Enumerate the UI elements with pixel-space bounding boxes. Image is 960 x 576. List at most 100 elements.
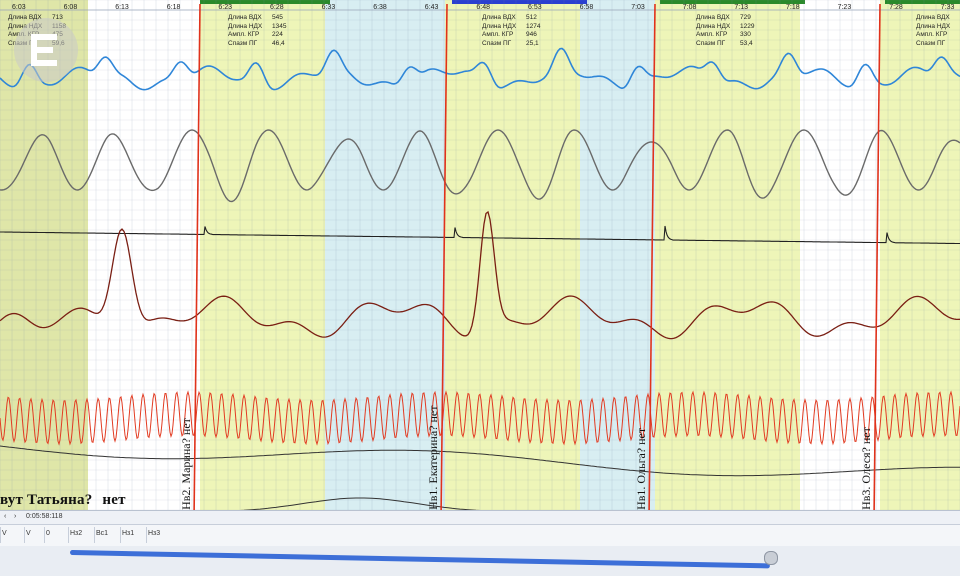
playback-toolbar: ‹ › 0:05:58:118: [0, 510, 960, 525]
marker-label: ШНв2. Марина? нет: [179, 372, 200, 522]
stats-row: Спазм ПГ 25,1: [482, 40, 540, 49]
marker-label-text: ШНв1. Ольга? нет: [634, 427, 648, 522]
stats-value: 729: [740, 14, 751, 21]
time-tick-label: 7:13: [734, 4, 749, 11]
stats-row: Ампл. КГР: [916, 31, 960, 40]
stats-row: Длина НДХ 1229: [696, 23, 754, 32]
stats-panel: Длина ВДХ 512 Длина НДХ 1274 Ампл. КГР 946 Спа…: [482, 14, 540, 48]
stats-value: 330: [740, 31, 751, 38]
stats-key: Длина ВДХ: [482, 14, 516, 21]
marker-label: ШНв1. Екатерина? нет: [426, 372, 447, 523]
play-icon[interactable]: ›: [14, 513, 17, 520]
band-8: [880, 0, 960, 520]
trace-lower-respiration: [0, 129, 960, 203]
chart-grid: [0, 0, 960, 520]
trace-baseline: [0, 445, 960, 477]
trace-gsr: [0, 225, 960, 245]
stats-key: Спазм ПГ: [228, 39, 258, 47]
time-tick-label: 7:23: [837, 4, 852, 11]
stats-row: Длина ВДХ 729: [696, 14, 754, 23]
status-cell[interactable]: Вс1: [96, 530, 109, 537]
stats-key: Длина ВДХ: [916, 14, 950, 21]
status-divider: [44, 527, 45, 543]
band-4: [445, 0, 580, 520]
stats-key: Ампл. КГР: [696, 31, 728, 38]
segment-bar-1: [200, 0, 330, 4]
trace-upper-respiration: [0, 47, 960, 91]
stats-panel: Длина ВДХ Длина НДХ Ампл. КГР Спазм ПГ: [916, 14, 960, 48]
stats-value: 224: [272, 31, 283, 38]
stats-key: Длина ВДХ: [228, 14, 262, 21]
status-divider: [24, 527, 25, 543]
stats-row: Длина НДХ 1274: [482, 23, 540, 32]
stats-row: Ампл. КГР 224: [228, 31, 286, 40]
time-tick-label: 6:13: [115, 4, 129, 11]
stats-value: 1345: [272, 22, 287, 30]
stats-value: 46,4: [272, 39, 285, 47]
trace-pulse: [0, 390, 960, 446]
band-7: [800, 0, 880, 520]
status-cell[interactable]: 0: [46, 530, 50, 537]
status-cell[interactable]: Нз1: [122, 530, 135, 537]
stats-row: Спазм ПГ: [916, 40, 960, 49]
timeline-progress[interactable]: [69, 550, 770, 569]
time-tick-label: 7:33: [940, 4, 955, 11]
stats-key: Длина ВДХ: [696, 14, 730, 21]
time-tick-label: 7:03: [631, 4, 645, 11]
segment-bar-2: [452, 0, 587, 4]
stats-value: 53,4: [740, 39, 753, 47]
trace-plethysmogram: [0, 210, 960, 340]
stats-value: 512: [526, 14, 537, 21]
stats-row: Спазм ПГ 53,4: [696, 40, 754, 49]
marker-label: ШНв3. Олеся? нет: [859, 372, 880, 522]
status-cell[interactable]: V: [2, 530, 7, 537]
marker-line-1: [440, 3, 448, 520]
stats-row: Ампл. КГР 946: [482, 31, 540, 40]
stats-row: Длина ВДХ 512: [482, 14, 540, 23]
stats-value: 545: [272, 14, 283, 21]
question-text: вут Татьяна?: [0, 492, 93, 508]
rewind-icon[interactable]: ‹: [4, 513, 7, 520]
status-cell[interactable]: V: [26, 530, 31, 537]
marker-line-0: [193, 3, 201, 520]
stats-key: Спазм ПГ: [916, 39, 946, 47]
stats-key: Спазм ПГ: [696, 39, 726, 47]
stats-value: 713: [52, 14, 63, 21]
band-3: [325, 0, 445, 520]
stats-value: 1274: [526, 22, 541, 30]
stats-row: Длина НДХ 1345: [228, 23, 286, 32]
stats-key: Длина НДХ: [482, 22, 517, 30]
stats-row: Длина ВДХ: [916, 14, 960, 23]
time-tick-label: 6:58: [579, 4, 594, 11]
status-cell[interactable]: Нз3: [148, 530, 161, 537]
status-cell[interactable]: Нз2: [70, 530, 83, 537]
stats-row: Длина ВДХ 545: [228, 14, 286, 23]
time-tick-label: 6:53: [528, 4, 542, 11]
status-divider: [94, 527, 95, 543]
time-tick-label: 6:33: [321, 4, 336, 11]
marker-label-text: ШНв3. Олеся? нет: [859, 427, 873, 522]
status-bar: V V 0 Нз2 Вс1 Нз1 Нз3: [0, 524, 960, 547]
timeline-thumb[interactable]: [764, 551, 778, 565]
stats-panel: Длина ВДХ 729 Длина НДХ 1229 Ампл. КГР 330 Спа…: [696, 14, 754, 48]
background-bands: [0, 0, 960, 520]
marker-label-text: ШНв1. Екатерина? нет: [426, 405, 440, 523]
marker-label: ШНв1. Ольга? нет: [634, 372, 655, 522]
stats-value: 25,1: [526, 39, 539, 47]
stats-value: 946: [526, 31, 537, 38]
question-answer: нет: [102, 492, 126, 508]
time-tick-label: 6:08: [63, 4, 78, 11]
status-divider: [68, 527, 69, 543]
logo-e-icon: [31, 34, 57, 66]
stats-key: Длина НДХ: [228, 22, 263, 30]
time-tick-label: 6:18: [166, 4, 181, 11]
time-tick-label: 6:48: [476, 4, 491, 11]
stats-key: Ампл. КГР: [482, 31, 514, 38]
marker-label-text: ШНв2. Марина? нет: [179, 418, 193, 522]
segment-bar-3: [660, 0, 805, 4]
timeline-scrollbar[interactable]: [0, 546, 960, 576]
stats-key: Спазм ПГ: [482, 39, 512, 47]
segment-bar-4: [885, 0, 960, 4]
marker-line-2: [648, 3, 656, 520]
